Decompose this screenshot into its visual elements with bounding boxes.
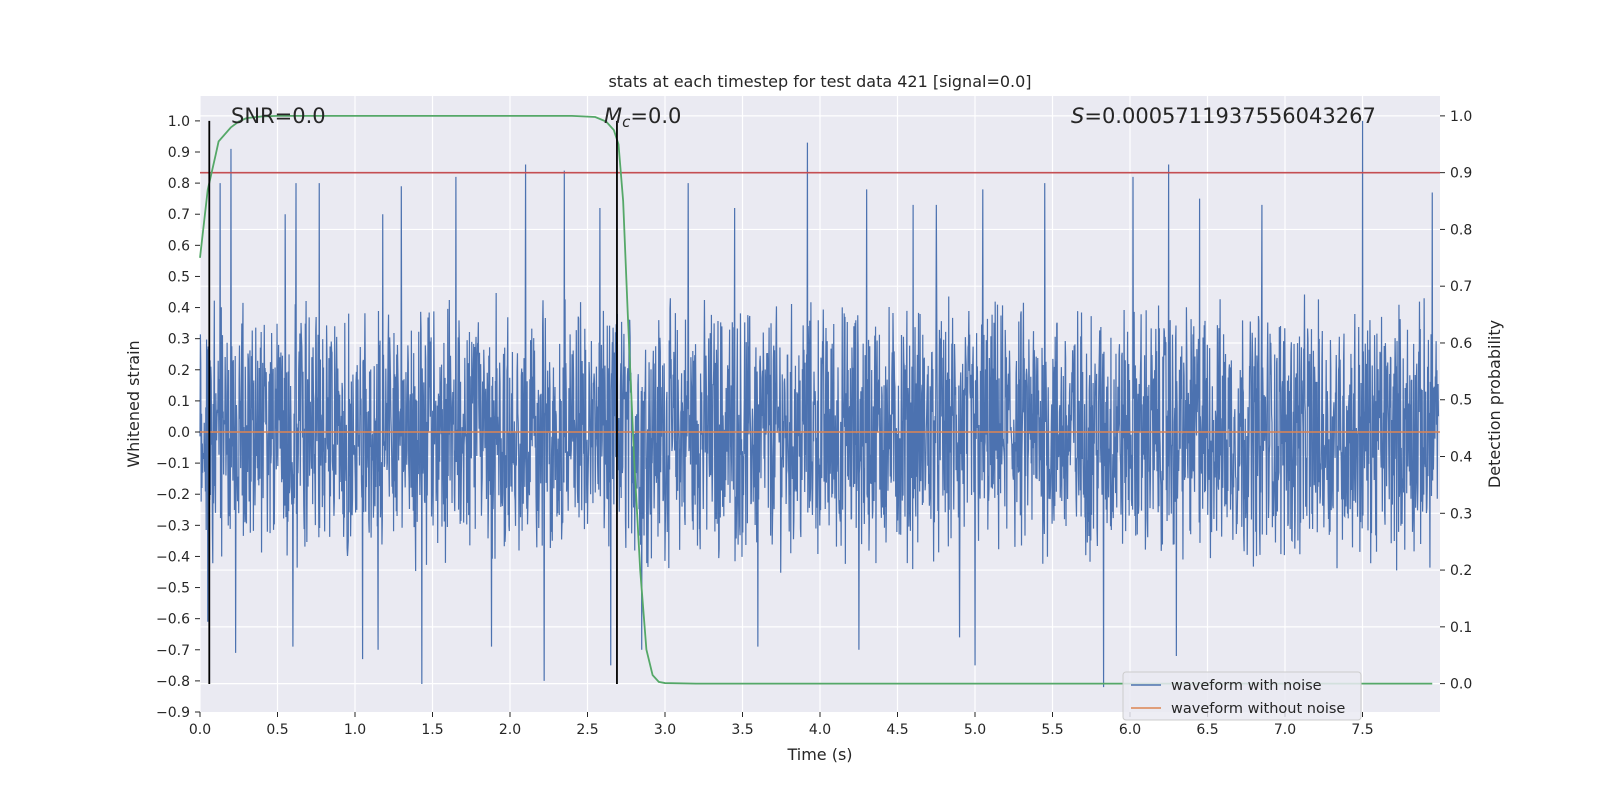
y2-tick-label-2: 0.8 bbox=[1450, 222, 1472, 238]
s-value: =0.0005711937556043267 bbox=[1084, 104, 1376, 128]
mc-subscript: c bbox=[622, 113, 631, 131]
x-tick-label-5: 2.5 bbox=[576, 722, 598, 738]
x-tick-label-3: 1.5 bbox=[421, 722, 443, 738]
y-tick-label-12: −0.2 bbox=[156, 487, 190, 503]
x-tick-label-15: 7.5 bbox=[1351, 722, 1373, 738]
x-tick-label-12: 6.0 bbox=[1119, 722, 1141, 738]
y2-axis-label: Detection probability bbox=[1485, 320, 1504, 488]
s-annotation: S=0.0005711937556043267 bbox=[1071, 104, 1376, 128]
y-tick-label-8: 0.2 bbox=[168, 363, 190, 379]
s-symbol: S bbox=[1071, 104, 1084, 128]
y-tick-label-14: −0.4 bbox=[156, 549, 190, 565]
y-tick-label-16: −0.6 bbox=[156, 612, 190, 628]
x-tick-label-1: 0.5 bbox=[266, 722, 288, 738]
y2-tick-label-6: 0.4 bbox=[1450, 450, 1472, 466]
y-tick-label-7: 0.3 bbox=[168, 332, 190, 348]
line-detection-probability bbox=[199, 114, 1433, 685]
legend-box bbox=[1122, 671, 1362, 721]
y-tick-label-0: 1.0 bbox=[168, 114, 190, 130]
y-tick-label-4: 0.6 bbox=[168, 238, 190, 254]
series-lines bbox=[199, 114, 1440, 685]
y-tick-label-5: 0.5 bbox=[168, 269, 190, 285]
snr-annotation: SNR=0.0 bbox=[231, 104, 326, 128]
y-tick-label-3: 0.7 bbox=[168, 207, 190, 223]
y-tick-label-10: 0.0 bbox=[168, 425, 190, 441]
y2-tick-label-5: 0.5 bbox=[1450, 393, 1472, 409]
y2-tick-label-8: 0.2 bbox=[1450, 563, 1472, 579]
legend-label-without-noise: waveform without noise bbox=[1171, 701, 1345, 717]
y2-tick-label-10: 0.0 bbox=[1450, 677, 1472, 693]
x-tick-label-13: 6.5 bbox=[1196, 722, 1218, 738]
legend: waveform with noise waveform without noi… bbox=[1122, 671, 1362, 721]
y2-tick-label-1: 0.9 bbox=[1450, 166, 1472, 182]
x-tick-label-8: 4.0 bbox=[809, 722, 831, 738]
y2-tick-label-0: 1.0 bbox=[1450, 109, 1472, 125]
y-tick-label-11: −0.1 bbox=[156, 456, 190, 472]
legend-label-with-noise: waveform with noise bbox=[1171, 678, 1322, 694]
y-tick-label-15: −0.5 bbox=[156, 581, 190, 597]
chart-title: stats at each timestep for test data 421… bbox=[608, 72, 1031, 91]
y-tick-label-18: −0.8 bbox=[156, 674, 190, 690]
y-tick-label-19: −0.9 bbox=[156, 705, 190, 721]
x-tick-label-0: 0.0 bbox=[189, 722, 211, 738]
y-tick-label-13: −0.3 bbox=[156, 518, 190, 534]
y2-tick-label-9: 0.1 bbox=[1450, 620, 1472, 636]
y-tick-label-2: 0.8 bbox=[168, 176, 190, 192]
x-tick-label-9: 4.5 bbox=[886, 722, 908, 738]
y-tick-label-17: −0.7 bbox=[156, 643, 190, 659]
x-tick-label-6: 3.0 bbox=[654, 722, 676, 738]
x-tick-label-7: 3.5 bbox=[731, 722, 753, 738]
y-tick-label-6: 0.4 bbox=[168, 301, 190, 317]
y2-tick-label-3: 0.7 bbox=[1450, 279, 1472, 295]
x-tick-label-11: 5.5 bbox=[1041, 722, 1063, 738]
x-tick-label-10: 5.0 bbox=[964, 722, 986, 738]
x-axis: 0.0 0.5 1.0 1.5 2.0 2.5 3.0 3.5 4.0 4.5 5.0 5.5 6.0 6… bbox=[189, 712, 1374, 738]
x-tick-label-4: 2.0 bbox=[499, 722, 521, 738]
y-axis-right: 1.0 0.9 0.8 0.7 0.6 0.5 0.4 0.3 0.2 0.1 0.0 bbox=[1440, 109, 1472, 693]
y-axis-left: 1.0 0.9 0.8 0.7 0.6 0.5 0.4 0.3 0.2 0.1 0.0 −0.1 −0.… bbox=[156, 114, 200, 721]
y-tick-label-9: 0.1 bbox=[168, 394, 190, 410]
x-axis-label: Time (s) bbox=[786, 745, 852, 764]
mc-annotation: Mc=0.0 bbox=[604, 104, 681, 131]
y2-tick-label-4: 0.6 bbox=[1450, 336, 1472, 352]
y-tick-label-1: 0.9 bbox=[168, 145, 190, 161]
y-axis-label: Whitened strain bbox=[124, 340, 143, 467]
mc-value: =0.0 bbox=[630, 104, 681, 128]
x-tick-label-14: 7.0 bbox=[1274, 722, 1296, 738]
x-tick-label-2: 1.0 bbox=[344, 722, 366, 738]
y2-tick-label-7: 0.3 bbox=[1450, 506, 1472, 522]
mc-symbol: M bbox=[604, 104, 622, 128]
